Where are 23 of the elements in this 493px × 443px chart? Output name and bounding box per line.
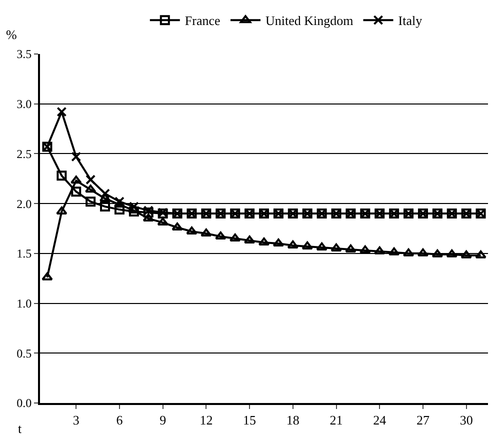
y-tick-label: 3.0 [16,97,32,112]
x-tick-label: 30 [460,412,473,428]
y-tick-label: 3.5 [16,47,32,62]
x-tick-label: 9 [160,412,166,428]
y-tick-label: 0.0 [16,396,32,410]
y-tick-label: 1.5 [16,246,32,261]
legend-label: United Kingdom [266,13,354,28]
x-tick-label: 21 [330,412,343,428]
x-axis-title: t [18,421,22,436]
y-tick-label: 2.0 [16,196,32,211]
x-tick-label: 24 [373,412,387,428]
x-tick-label: 6 [116,412,124,428]
x-tick-label: 12 [200,412,213,428]
legend-label: France [184,13,220,28]
x-tick-label: 3 [72,412,80,428]
y-axis-title: % [6,27,17,42]
x-tick-label: 27 [416,412,430,428]
y-tick-label: 0.5 [16,346,32,360]
legend-label: Italy [398,13,423,28]
x-tick-label: 15 [243,412,256,428]
x-tick-label: 18 [286,412,300,428]
y-tick-label: 2.5 [16,146,32,161]
y-tick-label: 1.0 [16,296,32,310]
